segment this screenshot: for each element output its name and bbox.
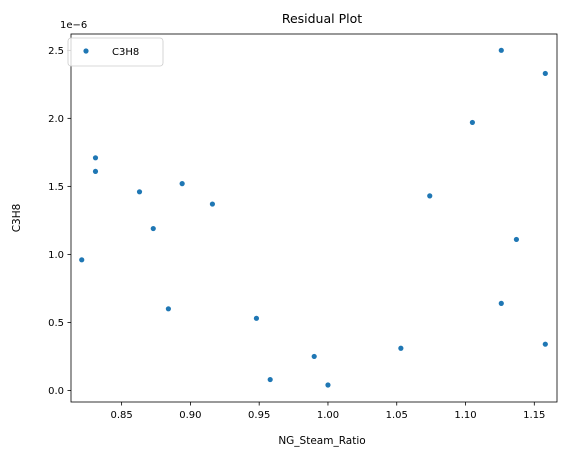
data-point: [209, 201, 216, 207]
x-tick-label: 1.15: [523, 410, 545, 421]
data-point: [267, 376, 273, 383]
y-scale-label: 1e−6: [60, 20, 87, 31]
x-tick-label: 0.90: [179, 410, 201, 421]
data-point: [311, 353, 317, 360]
data-point: [469, 119, 476, 126]
data-point: [427, 193, 433, 199]
chart-title: Residual Plot: [282, 11, 362, 26]
data-point: [92, 155, 99, 161]
y-tick-label: 2.5: [48, 46, 64, 57]
y-axis-label: C3H8: [11, 204, 23, 233]
data-point: [325, 382, 331, 388]
data-point: [542, 341, 548, 347]
legend: C3H8: [67, 37, 164, 67]
y-tick-label: 0.0: [48, 386, 64, 397]
y-tick-label: 0.5: [48, 318, 64, 329]
data-point: [253, 315, 260, 321]
data-point: [165, 306, 171, 312]
x-tick-label: 0.85: [110, 410, 132, 421]
data-point: [542, 70, 548, 77]
y-tick-label: 2.0: [48, 114, 64, 125]
data-point: [136, 189, 143, 195]
data-point: [398, 345, 404, 351]
y-axis-ticks: 0.0 0.5 1.0 1.5 2.0 2.5: [48, 46, 71, 397]
data-point: [498, 47, 504, 53]
data-point: [150, 225, 156, 232]
x-tick-label: 0.95: [248, 410, 270, 421]
legend-marker: [83, 48, 89, 54]
legend-box: [67, 37, 164, 67]
data-point: [79, 257, 85, 263]
data-point: [498, 300, 504, 306]
data-point: [513, 236, 520, 243]
y-tick-label: 1.5: [48, 182, 64, 193]
plot-frame: [70, 33, 558, 403]
y-tick-label: 1.0: [48, 250, 64, 261]
scatter-points: [79, 47, 548, 388]
x-axis-label: NG_Steam_Ratio: [278, 435, 365, 447]
data-point: [92, 168, 99, 175]
legend-label: C3H8: [112, 47, 139, 58]
data-point: [179, 181, 185, 187]
x-axis-ticks: 0.85 0.90 0.95 1.00 1.05 1.10 1.15: [110, 402, 545, 421]
plot-area: [71, 34, 557, 402]
x-tick-label: 1.00: [317, 410, 339, 421]
x-tick-label: 1.10: [454, 410, 476, 421]
x-tick-label: 1.05: [386, 410, 408, 421]
